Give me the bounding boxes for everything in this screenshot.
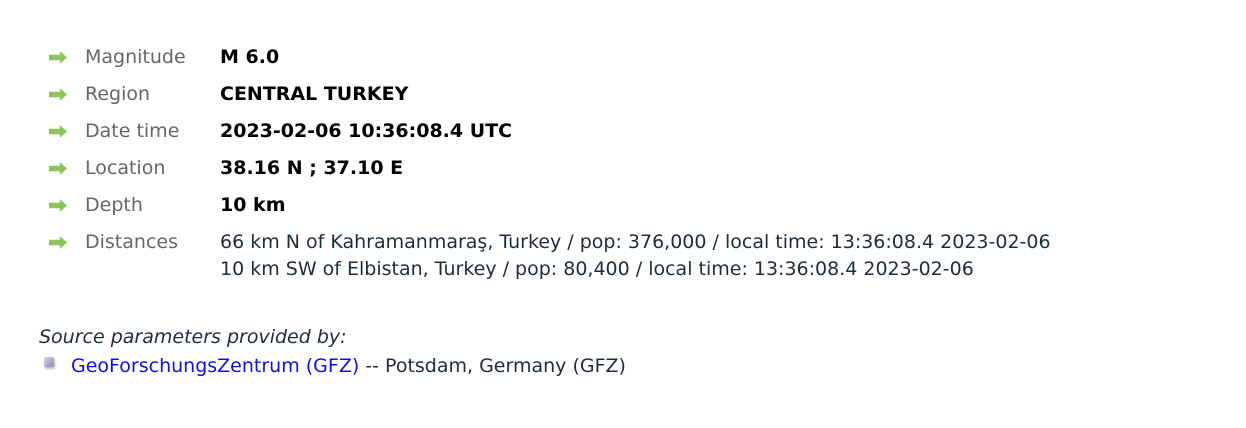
detail-label: Location [85, 157, 166, 179]
detail-value: CENTRAL TURKEY [220, 83, 409, 105]
detail-value: M 6.0 [220, 46, 280, 68]
detail-row-datetime: Date time 2023-02-06 10:36:08.4 UTC [48, 118, 512, 145]
detail-row-distances: Distances 66 km N of Kahramanmaraş, Turk… [48, 229, 1051, 283]
detail-value: 2023-02-06 10:36:08.4 UTC [220, 120, 513, 142]
arrow-right-icon [48, 44, 70, 71]
detail-row-location: Location 38.16 N ; 37.10 E [48, 155, 403, 182]
arrow-right-icon [48, 118, 70, 145]
arrow-right-icon [48, 192, 70, 219]
distances-list: 66 km N of Kahramanmaraş, Turkey / pop: … [220, 229, 1051, 283]
detail-row-region: Region CENTRAL TURKEY [48, 81, 408, 108]
source-heading: Source parameters provided by: [39, 326, 347, 348]
source-provider: GeoForschungsZentrum (GFZ) -- Potsdam, G… [44, 355, 626, 377]
detail-label: Distances [85, 231, 178, 253]
detail-row-depth: Depth 10 km [48, 192, 286, 219]
detail-label: Depth [85, 194, 143, 216]
gfz-link[interactable]: GeoForschungsZentrum (GFZ) [71, 355, 360, 377]
detail-label: Date time [85, 120, 180, 142]
detail-value: 10 km [220, 194, 286, 216]
provider-location: -- Potsdam, Germany (GFZ) [359, 355, 626, 377]
detail-label: Magnitude [85, 46, 186, 68]
bullet-icon [44, 357, 54, 367]
arrow-right-icon [48, 81, 70, 108]
detail-value: 38.16 N ; 37.10 E [220, 157, 404, 179]
distance-line: 10 km SW of Elbistan, Turkey / pop: 80,4… [220, 258, 974, 280]
detail-row-magnitude: Magnitude M 6.0 [48, 44, 279, 71]
detail-label: Region [85, 83, 151, 105]
distance-line: 66 km N of Kahramanmaraş, Turkey / pop: … [220, 231, 1051, 253]
arrow-right-icon [48, 229, 70, 256]
arrow-right-icon [48, 155, 70, 182]
